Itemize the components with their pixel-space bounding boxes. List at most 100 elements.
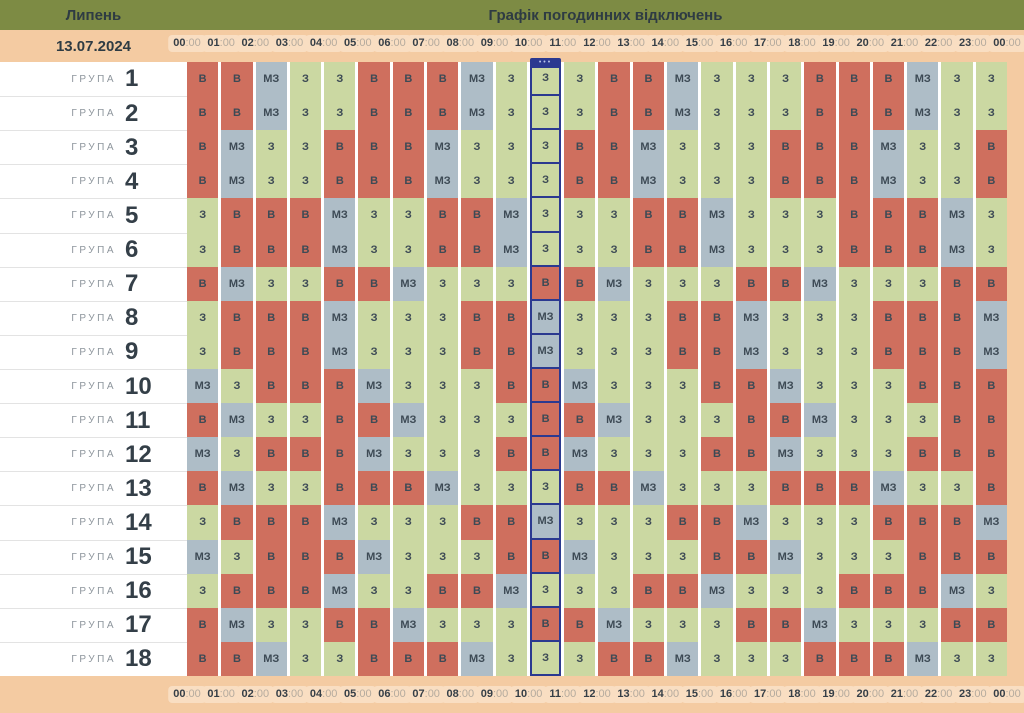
schedule-cell: В bbox=[975, 164, 1007, 199]
schedule-cell: В bbox=[187, 266, 219, 301]
schedule-cell: В bbox=[255, 300, 287, 335]
schedule-cell: З bbox=[495, 96, 527, 131]
schedule-cell: З bbox=[427, 266, 459, 301]
time-label: 05:00 bbox=[339, 686, 377, 703]
time-label-minutes: :00 bbox=[800, 37, 816, 49]
schedule-cell: З bbox=[255, 607, 287, 642]
current-hour-marker[interactable]: ••• bbox=[530, 58, 561, 68]
time-label-hour: 00 bbox=[993, 688, 1006, 700]
time-label-minutes: :00 bbox=[527, 37, 543, 49]
schedule-cell: З bbox=[769, 198, 802, 233]
schedule-cell: В bbox=[735, 437, 767, 472]
time-label-minutes: :00 bbox=[527, 688, 543, 700]
schedule-cell: В bbox=[632, 96, 665, 131]
schedule-cell: В bbox=[427, 96, 459, 131]
schedule-cell: З bbox=[667, 437, 699, 472]
schedule-cell: В bbox=[941, 266, 973, 301]
schedule-cell: З bbox=[529, 232, 562, 267]
time-axis-top: 00:00 01:00 02:00 03:00 04:00 05:00 06:00 07:00… bbox=[0, 30, 1024, 62]
schedule-cell: З bbox=[838, 334, 870, 369]
schedule-cell: З bbox=[769, 96, 802, 131]
time-label-hour: 00 bbox=[993, 37, 1006, 49]
schedule-cell: З bbox=[701, 403, 733, 438]
schedule-cell: В bbox=[701, 300, 733, 335]
time-label-minutes: :00 bbox=[356, 37, 372, 49]
group-number: 1 bbox=[125, 65, 139, 93]
schedule-cell: МЗ bbox=[872, 130, 905, 165]
schedule-cell: МЗ bbox=[701, 198, 733, 233]
schedule-cell: З bbox=[941, 62, 973, 97]
group-row: ГРУПА 14 bbox=[0, 505, 187, 539]
schedule-cell: В bbox=[667, 232, 699, 267]
schedule-cell: З bbox=[187, 198, 219, 233]
schedule-cell: В bbox=[735, 368, 767, 404]
schedule-cell: МЗ bbox=[255, 641, 287, 676]
header-bar: Липень Графік погодинних відключень bbox=[0, 0, 1024, 30]
schedule-cell: МЗ bbox=[667, 96, 699, 131]
time-label: 10:00 bbox=[509, 35, 548, 52]
time-label-minutes: :00 bbox=[390, 37, 406, 49]
schedule-cell: В bbox=[358, 266, 390, 301]
schedule-cell: В bbox=[324, 368, 356, 404]
schedule-cell: В bbox=[461, 573, 493, 608]
schedule-cell: В bbox=[564, 403, 596, 438]
schedule-cell: З bbox=[495, 607, 527, 642]
time-label: 18:00 bbox=[783, 686, 821, 703]
schedule-cell: МЗ bbox=[427, 130, 459, 165]
schedule-cell: З bbox=[289, 130, 322, 165]
time-label: 21:00 bbox=[885, 686, 924, 703]
group-label: ГРУПА bbox=[71, 551, 116, 563]
schedule-cell: В bbox=[598, 164, 630, 199]
schedule-cell: МЗ bbox=[221, 471, 253, 506]
schedule-cell: З bbox=[461, 368, 493, 404]
schedule-cell: МЗ bbox=[187, 437, 219, 472]
schedule-cell: В bbox=[564, 164, 596, 199]
schedule-cell: З bbox=[427, 300, 459, 335]
schedule-cell: З bbox=[975, 232, 1007, 267]
schedule-cell: З bbox=[769, 641, 802, 676]
time-label-minutes: :00 bbox=[902, 688, 919, 700]
time-label-minutes: :00 bbox=[868, 37, 885, 49]
schedule-cell: МЗ bbox=[804, 607, 836, 642]
time-label-hour: 11 bbox=[549, 37, 561, 49]
schedule-cell: З bbox=[735, 641, 767, 676]
schedule-cell: З bbox=[907, 130, 939, 165]
schedule-cell: З bbox=[701, 164, 733, 199]
schedule-cell: В bbox=[632, 641, 665, 676]
schedule-cell: З bbox=[598, 539, 630, 574]
schedule-cell: МЗ bbox=[529, 334, 562, 369]
schedule-cell: З bbox=[632, 334, 665, 369]
schedule-cell: З bbox=[358, 505, 390, 540]
schedule-cell: З bbox=[838, 403, 870, 438]
time-label-minutes: :00 bbox=[561, 688, 577, 700]
schedule-cell: З bbox=[529, 164, 562, 199]
schedule-cell: В bbox=[667, 334, 699, 369]
schedule-cell: З bbox=[735, 198, 767, 233]
schedule-cell: МЗ bbox=[804, 266, 836, 301]
group-label: ГРУПА bbox=[71, 449, 116, 461]
schedule-cell: В bbox=[392, 641, 425, 676]
schedule-title: Графік погодинних відключень bbox=[488, 6, 723, 24]
time-label: 01:00 bbox=[202, 35, 240, 52]
schedule-cell: В bbox=[975, 403, 1007, 438]
schedule-cell: В bbox=[838, 96, 870, 131]
schedule-cell: В bbox=[769, 471, 802, 506]
schedule-cell: В bbox=[838, 573, 870, 608]
group-row: ГРУПА 12 bbox=[0, 437, 187, 471]
time-label-minutes: :00 bbox=[800, 688, 816, 700]
time-label-hour: 12 bbox=[583, 688, 596, 700]
schedule-cell: З bbox=[769, 334, 802, 369]
schedule-cell: МЗ bbox=[358, 437, 390, 472]
schedule-cell: В bbox=[701, 368, 733, 404]
schedule-cell: В bbox=[289, 368, 322, 404]
schedule-cell: В bbox=[495, 334, 527, 369]
schedule-cell: В bbox=[872, 198, 905, 233]
schedule-cell: В bbox=[735, 266, 767, 301]
schedule-cell: З bbox=[495, 130, 527, 165]
schedule-cell: В bbox=[975, 539, 1007, 574]
time-label-minutes: :00 bbox=[766, 37, 782, 49]
schedule-cell: В bbox=[564, 471, 596, 506]
schedule-cell: В bbox=[461, 300, 493, 335]
schedule-cell: МЗ bbox=[358, 368, 390, 404]
